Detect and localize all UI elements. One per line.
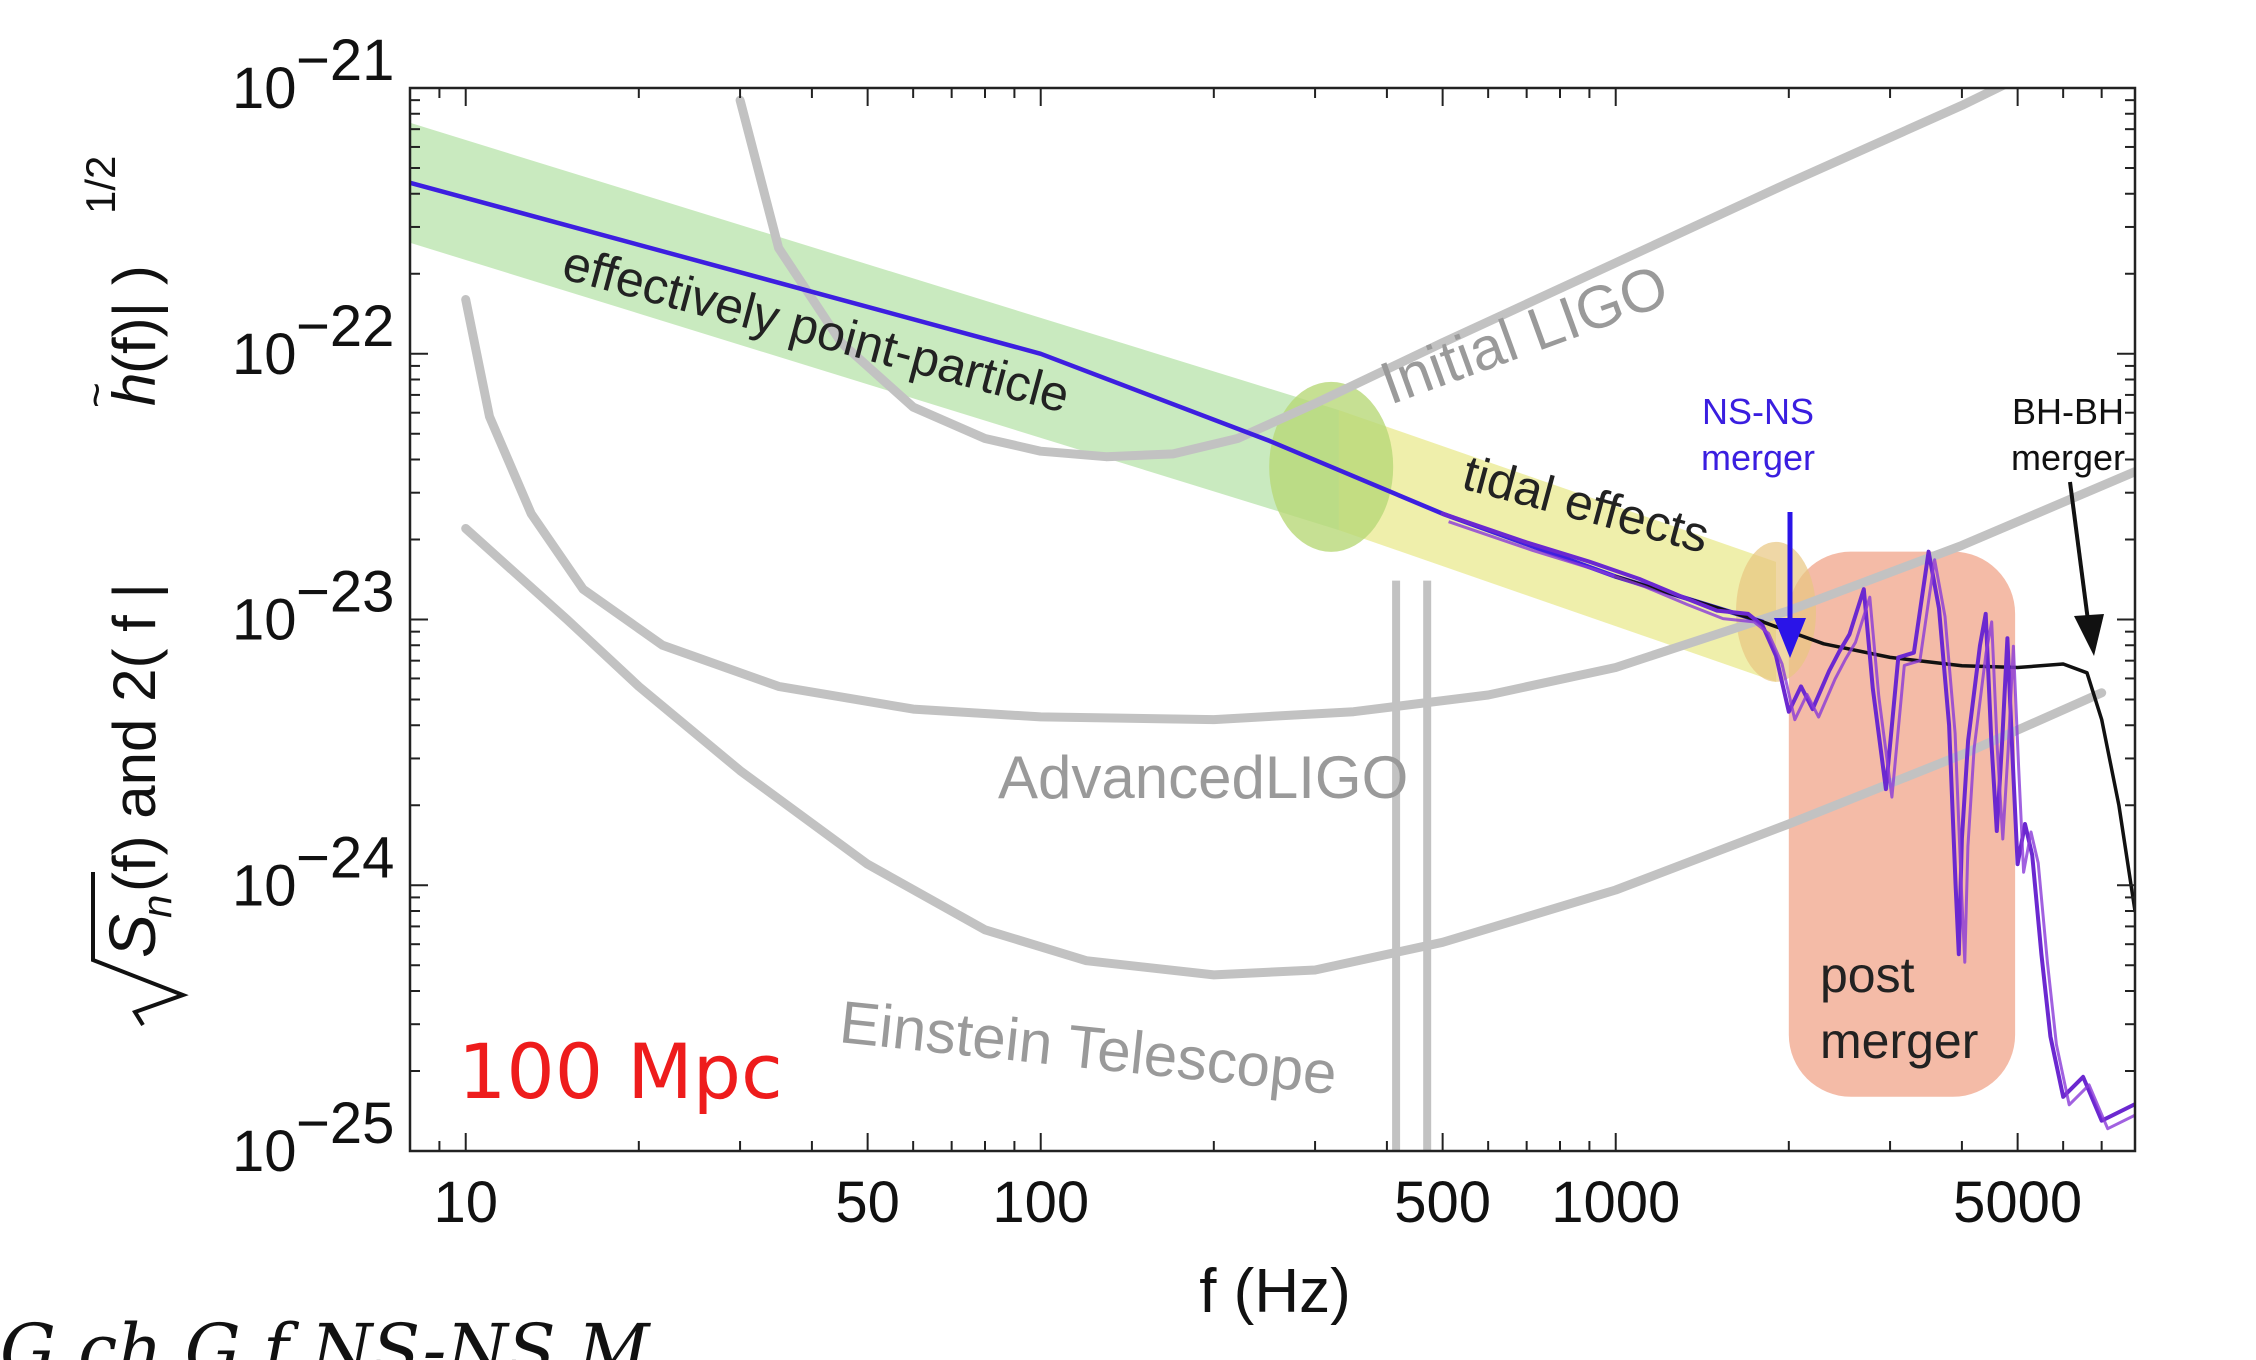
y-tick-label: 10 [232,853,297,918]
x-tick-labels: 10 50 100 500 1000 5000 [433,1170,2082,1235]
y-axis-title: S n (f) and 2( f | h ~ (f)| ) 1/2 [72,156,189,1027]
ns-ns-label-line1: NS-NS [1702,391,1814,432]
figure-caption-fragment: G ch G f NS-NS M [0,1309,650,1360]
post-merger-label-line2: merger [1820,1013,1978,1069]
series-ns-ns [1440,511,2135,1123]
advanced-ligo-label: AdvancedLIGO [998,744,1408,811]
series-initial-ligo [735,88,2008,462]
x-tick-label: 500 [1394,1170,1491,1235]
einstein-telescope-label: Einstein Telescope [837,988,1340,1107]
ns-ns-label-line2: merger [1701,437,1815,478]
y-axis-superscript: 1/2 [77,156,124,214]
bh-bh-arrowhead-icon [2074,614,2104,656]
tilde-mark-icon: ~ [72,382,121,408]
sqrt-sign-icon [91,872,189,1027]
y-axis-htilde: h [101,373,168,406]
y-tick-exponent: −24 [296,825,394,890]
ticks-layer [409,88,2136,1152]
point-particle-band [410,122,1339,531]
y-axis-subscript: n [133,895,180,918]
post-merger-region [1788,551,2016,1097]
bh-bh-label-line2: merger [2011,437,2125,478]
x-tick-label: 5000 [1953,1170,2082,1235]
series-advancedligo [461,295,2135,725]
ns-ns-arrowhead-icon [1774,618,1806,658]
y-tick-label: 10 [232,588,297,653]
tidal-effects-band [1338,410,1777,682]
x-tick-label: 50 [835,1170,900,1235]
y-tick-exponent: −21 [296,28,394,93]
series-ns-ns-variant [1448,520,2135,1131]
y-tick-exponent: −23 [296,560,394,625]
y-axis-middle: (f) and 2( f | [101,583,168,892]
y-axis-end: (f)| ) [101,265,168,374]
x-tick-label: 10 [433,1170,498,1235]
post-merger-label-line1: post [1820,947,1915,1003]
y-tick-label: 10 [232,322,297,387]
y-tick-label: 10 [232,56,297,121]
y-tick-exponent: −22 [296,294,394,359]
series-bh-bh [1613,574,2135,913]
bh-bh-arrow-icon [2068,481,2092,637]
y-tick-exponent: −25 [296,1091,394,1156]
x-axis-title: f (Hz) [1199,1257,1351,1326]
y-axis-symbol: S [95,914,169,958]
bh-bh-label-line1: BH-BH [2012,391,2124,432]
x-tick-label: 1000 [1551,1170,1680,1235]
initial-ligo-label: Initial LIGO [1372,252,1677,418]
x-tick-label: 100 [992,1170,1089,1235]
y-tick-label: 10 [232,1119,297,1184]
distance-label: 100 Mpc [458,1027,783,1116]
series-layer [410,88,2135,1151]
series-einstein-telescope [461,524,2107,980]
